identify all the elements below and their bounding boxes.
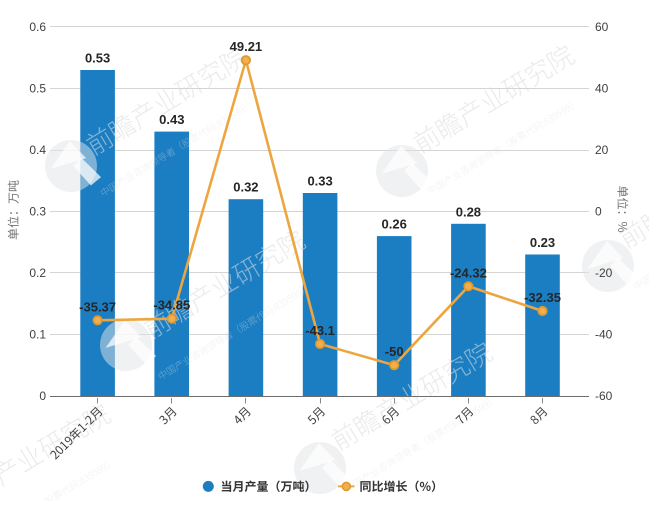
svg-text:0.23: 0.23 <box>530 235 555 250</box>
svg-text:0.4: 0.4 <box>29 143 46 157</box>
svg-text:60: 60 <box>595 20 609 34</box>
svg-text:0.28: 0.28 <box>456 204 481 219</box>
svg-text:-40: -40 <box>595 328 613 342</box>
svg-text:-35.37: -35.37 <box>79 299 116 314</box>
svg-text:0.6: 0.6 <box>29 20 46 34</box>
svg-text:40: 40 <box>595 82 609 96</box>
svg-text:-34.85: -34.85 <box>153 298 190 313</box>
svg-text:-24.32: -24.32 <box>450 265 487 280</box>
svg-text:-20: -20 <box>595 266 613 280</box>
svg-text:0.32: 0.32 <box>233 180 258 195</box>
svg-text:0: 0 <box>39 389 46 403</box>
svg-text:0.3: 0.3 <box>29 205 46 219</box>
svg-text:0.2: 0.2 <box>29 266 46 280</box>
svg-text:-43.1: -43.1 <box>305 323 335 338</box>
svg-text:20: 20 <box>595 143 609 157</box>
svg-text:-32.35: -32.35 <box>524 290 561 305</box>
svg-text:0.26: 0.26 <box>382 217 407 232</box>
svg-text:-60: -60 <box>595 389 613 403</box>
svg-text:0.53: 0.53 <box>85 51 110 66</box>
svg-text:0.43: 0.43 <box>159 112 184 127</box>
svg-text:49.21: 49.21 <box>230 39 263 54</box>
svg-text:0.5: 0.5 <box>29 82 46 96</box>
svg-text:-50: -50 <box>385 344 404 359</box>
svg-text:0: 0 <box>595 205 602 219</box>
svg-text:0.1: 0.1 <box>29 328 46 342</box>
svg-text:0.33: 0.33 <box>307 174 332 189</box>
